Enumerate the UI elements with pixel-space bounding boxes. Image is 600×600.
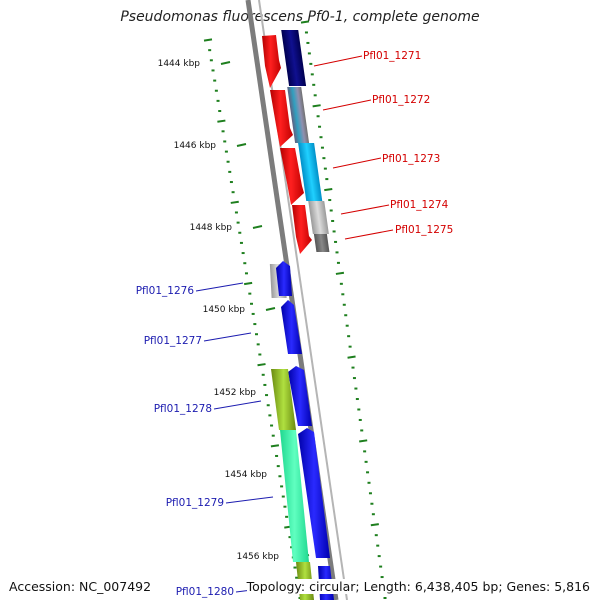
gene-1279-arrow: [298, 428, 330, 558]
outer-tick: [312, 104, 321, 108]
gene-1274-arrow: [292, 205, 312, 254]
gene-1277-arrow: [281, 300, 302, 354]
gene-1271-partner: [281, 30, 307, 86]
gene-1279-box: [280, 430, 309, 562]
scale-major-tick: [252, 225, 263, 229]
outer-tick: [347, 355, 356, 359]
outer-tick: [300, 20, 310, 24]
gene-label-pfl01-1278: Pfl01_1278: [154, 403, 212, 415]
gene-1278-arrow: [288, 366, 312, 426]
gene-label-pfl01-1274: Pfl01_1274: [390, 199, 449, 211]
gene-1274-partner: [308, 201, 329, 234]
gene-labels: Pfl01_1271 Pfl01_1272 Pfl01_1273 Pfl01_1…: [136, 50, 454, 598]
scale-label: 1444 kbp: [158, 59, 201, 69]
genome-summary-text: Topology: circular; Length: 6,438,405 bp…: [246, 579, 590, 594]
gene-1272-arrow: [270, 90, 293, 147]
forward-strand-features: [262, 30, 330, 254]
inner-tick: [243, 281, 253, 286]
scale-ticks: [203, 20, 387, 599]
inner-tick: [230, 200, 239, 204]
scale-label: 1450 kbp: [203, 305, 246, 315]
gene-1275-partner: [313, 234, 330, 252]
scale-label: 1456 kbp: [237, 552, 280, 562]
gene-1278-box: [271, 369, 296, 430]
gene-label-pfl01-1273: Pfl01_1273: [382, 153, 440, 165]
gene-1273-partner: [298, 143, 323, 201]
gene-1276-arrow: [276, 261, 292, 296]
scale-major-tick: [236, 143, 247, 147]
scale-major-tick: [265, 307, 276, 311]
outer-tick: [359, 439, 368, 443]
outer-tick: [335, 271, 345, 275]
gene-label-pfl01-1279: Pfl01_1279: [166, 497, 224, 509]
reverse-strand-features: [269, 261, 334, 600]
inner-tick: [270, 444, 280, 448]
inner-tick: [217, 119, 226, 123]
inner-tick: [203, 38, 213, 42]
gene-label-pfl01-1280: Pfl01_1280: [176, 586, 234, 598]
scale-label: 1446 kbp: [174, 141, 217, 151]
map-title: Pseudomonas fluorescens Pf0-1, complete …: [120, 9, 480, 25]
accession-text: Accession: NC_007492: [9, 579, 152, 594]
scale-major-tick: [220, 61, 231, 65]
gene-1272-partner: [287, 87, 310, 143]
scale-label: 1454 kbp: [225, 470, 268, 480]
gene-label-pfl01-1275: Pfl01_1275: [395, 224, 453, 236]
inner-tick: [257, 363, 266, 367]
scale-label: 1448 kbp: [190, 223, 233, 233]
gene-label-pfl01-1271: Pfl01_1271: [363, 50, 421, 62]
label-leaders: [195, 55, 394, 593]
gene-1271-arrow: [262, 35, 281, 88]
gene-label-pfl01-1276: Pfl01_1276: [136, 285, 195, 297]
outer-tick: [370, 523, 379, 527]
gene-1273-arrow: [280, 148, 304, 205]
outer-tick: [324, 187, 333, 192]
scale-label: 1452 kbp: [214, 388, 257, 398]
gene-label-pfl01-1277: Pfl01_1277: [144, 335, 202, 347]
gene-label-pfl01-1272: Pfl01_1272: [372, 94, 430, 106]
